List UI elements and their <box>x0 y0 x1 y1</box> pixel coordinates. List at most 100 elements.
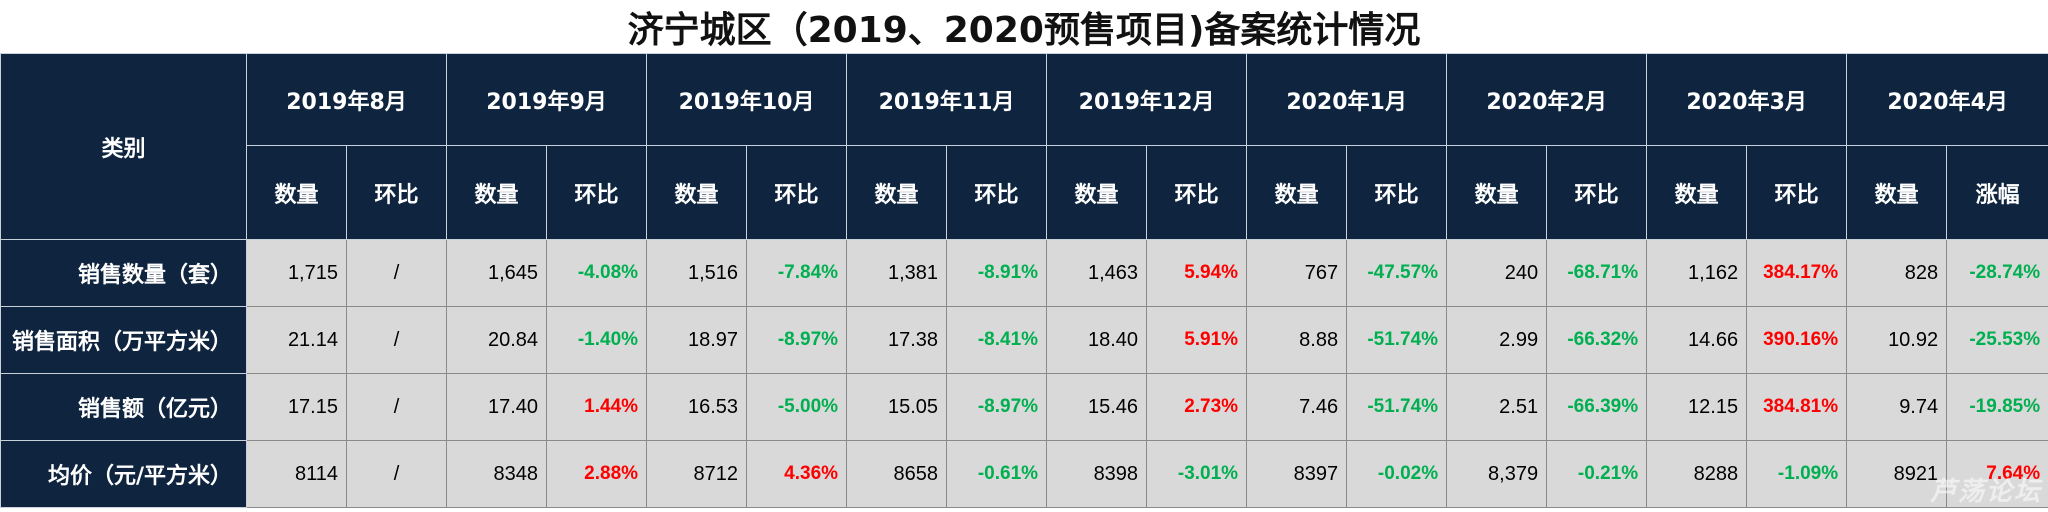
change-cell: 384.81% <box>1746 373 1848 441</box>
quantity-cell: 1,516 <box>646 239 748 307</box>
change-header: 环比 <box>746 145 848 240</box>
quantity-cell: 18.97 <box>646 306 748 374</box>
change-cell: -5.00% <box>746 373 848 441</box>
change-cell: -4.08% <box>546 239 648 307</box>
quantity-cell: 15.05 <box>846 373 948 441</box>
quantity-cell: 15.46 <box>1046 373 1148 441</box>
change-cell: -3.01% <box>1146 440 1248 508</box>
change-cell: / <box>345 239 448 307</box>
quantity-cell: 7.46 <box>1246 373 1348 441</box>
month-header: 2019年8月 <box>245 53 448 146</box>
stats-table: 类别 2019年8月 2019年9月 2019年10月 2019年11月 2019年12月… <box>0 53 2048 508</box>
quantity-header: 数量 <box>1646 145 1748 240</box>
change-cell: -8.97% <box>746 306 848 374</box>
row-label: 均价（元/平方米） <box>0 440 247 508</box>
change-cell: -1.09% <box>1746 440 1848 508</box>
month-header: 2019年10月 <box>646 53 848 146</box>
quantity-cell: 8921 <box>1846 440 1948 508</box>
quantity-cell: 8398 <box>1046 440 1148 508</box>
quantity-cell: 18.40 <box>1046 306 1148 374</box>
change-header: 环比 <box>1546 145 1648 240</box>
quantity-header: 数量 <box>446 145 548 240</box>
category-header: 类别 <box>0 53 247 240</box>
month-header: 2019年9月 <box>446 53 648 146</box>
quantity-cell: 8348 <box>446 440 548 508</box>
quantity-cell: 14.66 <box>1646 306 1748 374</box>
quantity-cell: 9.74 <box>1846 373 1948 441</box>
month-header: 2020年2月 <box>1446 53 1648 146</box>
month-header: 2019年11月 <box>846 53 1048 146</box>
quantity-cell: 767 <box>1246 239 1348 307</box>
change-cell: -7.84% <box>746 239 848 307</box>
change-cell: -47.57% <box>1346 239 1448 307</box>
change-cell: -28.74% <box>1946 239 2048 307</box>
quantity-cell: 16.53 <box>646 373 748 441</box>
change-cell: 2.73% <box>1146 373 1248 441</box>
quantity-header: 数量 <box>1246 145 1348 240</box>
quantity-cell: 8,379 <box>1446 440 1548 508</box>
table-row: 销售数量（套） 1,715/1,645 -4.08% 1,516 -7.84% 1,381… <box>0 239 2048 307</box>
change-cell: 390.16% <box>1746 306 1848 374</box>
change-header: 环比 <box>1146 145 1248 240</box>
change-cell: -0.02% <box>1346 440 1448 508</box>
change-cell: / <box>345 306 448 374</box>
quantity-cell: 8.88 <box>1246 306 1348 374</box>
quantity-cell: 8288 <box>1646 440 1748 508</box>
month-header: 2020年3月 <box>1646 53 1848 146</box>
table-row: 均价（元/平方米） 8114/8348 2.88% 8712 4.36% 8658 -0.6… <box>0 440 2048 508</box>
quantity-header: 数量 <box>246 145 347 240</box>
change-cell: -0.61% <box>946 440 1048 508</box>
change-header: 环比 <box>345 145 448 240</box>
change-cell: 5.94% <box>1146 239 1248 307</box>
row-label: 销售数量（套） <box>0 239 247 307</box>
change-header: 涨幅 <box>1946 145 2048 240</box>
quantity-cell: 1,463 <box>1046 239 1148 307</box>
quantity-cell: 17.38 <box>846 306 948 374</box>
quantity-header: 数量 <box>1046 145 1148 240</box>
change-cell: 384.17% <box>1746 239 1848 307</box>
change-cell: -8.41% <box>946 306 1048 374</box>
change-cell: -1.40% <box>546 306 648 374</box>
quantity-cell: 2.99 <box>1446 306 1548 374</box>
quantity-cell: 12.15 <box>1646 373 1748 441</box>
change-cell: -8.97% <box>946 373 1048 441</box>
month-header: 2019年12月 <box>1046 53 1248 146</box>
quantity-cell: 828 <box>1846 239 1948 307</box>
change-cell: 5.91% <box>1146 306 1248 374</box>
quantity-cell: 8712 <box>646 440 748 508</box>
watermark: 芦荡论坛 <box>1929 477 2042 507</box>
change-cell: -25.53% <box>1946 306 2048 374</box>
quantity-cell: 1,645 <box>446 239 548 307</box>
change-cell: -68.71% <box>1546 239 1648 307</box>
change-cell: -8.91% <box>946 239 1048 307</box>
quantity-cell: 240 <box>1446 239 1548 307</box>
change-cell: 1.44% <box>546 373 648 441</box>
change-header: 环比 <box>1346 145 1448 240</box>
quantity-cell: 1,381 <box>846 239 948 307</box>
change-cell: 4.36% <box>746 440 848 508</box>
quantity-cell: 1,715 <box>246 239 347 307</box>
table-row: 销售额（亿元） 17.15/17.40 1.44% 16.53 -5.00% 15.05-… <box>0 373 2048 441</box>
quantity-cell: 10.92 <box>1846 306 1948 374</box>
quantity-header: 数量 <box>846 145 948 240</box>
change-header: 环比 <box>546 145 648 240</box>
quantity-header: 数量 <box>1846 145 1948 240</box>
row-label: 销售面积（万平方米） <box>0 306 247 374</box>
change-cell: / <box>345 373 448 441</box>
change-header: 环比 <box>1746 145 1848 240</box>
quantity-header: 数量 <box>1446 145 1548 240</box>
change-cell: -51.74% <box>1346 306 1448 374</box>
quantity-cell: 8114 <box>246 440 347 508</box>
table-row: 销售面积（万平方米） 21.14/20.84 -1.40% 18.97 -8.97% 17… <box>0 306 2048 374</box>
quantity-cell: 8397 <box>1246 440 1348 508</box>
change-cell: -19.85% <box>1946 373 2048 441</box>
month-header: 2020年1月 <box>1246 53 1448 146</box>
change-cell: / <box>345 440 448 508</box>
row-label: 销售额（亿元） <box>0 373 247 441</box>
change-cell: -66.39% <box>1546 373 1648 441</box>
quantity-cell: 8658 <box>846 440 948 508</box>
quantity-cell: 20.84 <box>446 306 548 374</box>
quantity-header: 数量 <box>646 145 748 240</box>
quantity-cell: 17.40 <box>446 373 548 441</box>
